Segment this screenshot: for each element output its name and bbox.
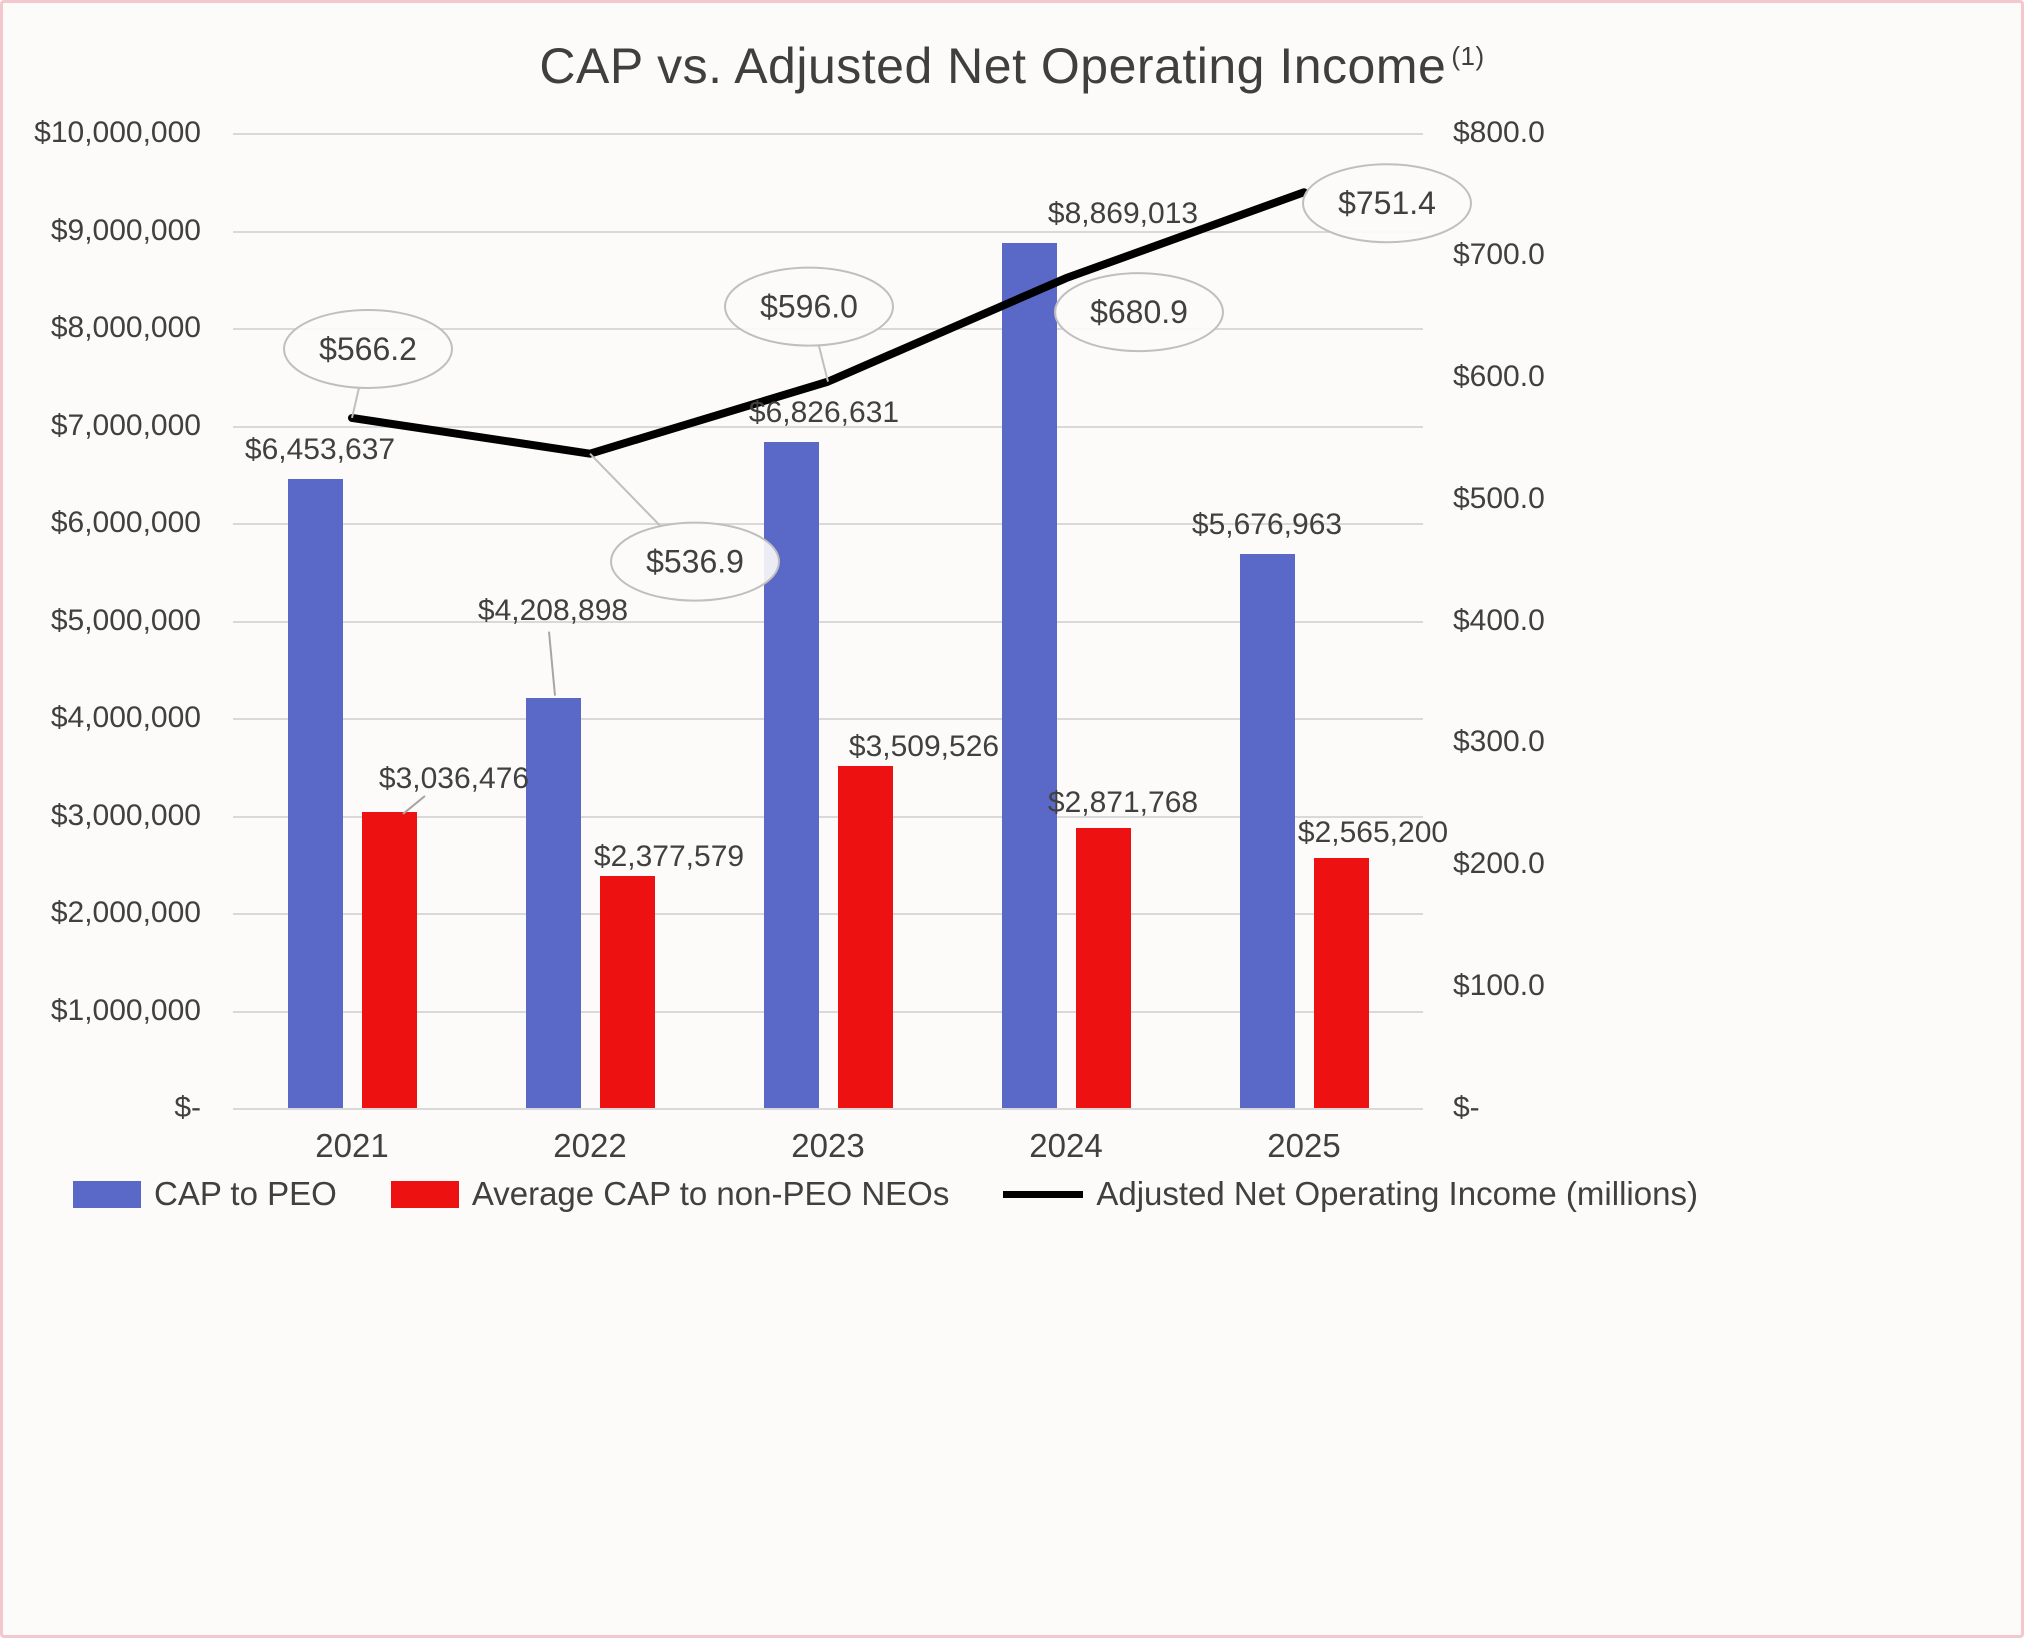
chart-title: CAP vs. Adjusted Net Operating Income (1): [3, 37, 2021, 95]
right-axis-tick-label: $800.0: [1453, 116, 1545, 149]
x-axis-label: 2021: [315, 1127, 389, 1164]
gridline: [233, 913, 1423, 915]
gridline: [233, 1010, 1423, 1013]
bar-cap-to-peo: [525, 697, 581, 1108]
legend: CAP to PEO Average CAP to non-PEO NEOs A…: [73, 1175, 1698, 1213]
bar-value-label: $2,565,200: [1297, 815, 1449, 849]
bar-value-label: $2,871,768: [1047, 786, 1199, 819]
bar-value-label: $6,826,631: [748, 396, 900, 430]
bar-cap-to-peo: [1001, 243, 1057, 1108]
bar-avg-cap-non-peo: [599, 876, 655, 1108]
bar-cap-to-peo: [287, 478, 343, 1108]
bar-cap-to-peo: [1239, 554, 1295, 1108]
bar-value-label: $3,509,526: [848, 729, 1000, 763]
left-axis-tick-label: $8,000,000: [50, 311, 201, 344]
x-axis-label: 2023: [791, 1127, 865, 1164]
right-axis-tick-label: $300.0: [1453, 725, 1545, 759]
bar-value-label: $5,676,963: [1191, 508, 1343, 542]
x-axis-label: 2024: [1029, 1127, 1103, 1164]
chart-title-superscript: (1): [1451, 41, 1485, 72]
left-axis-tick-label: $-: [174, 1091, 201, 1124]
left-axis-tick-label: $1,000,000: [50, 993, 201, 1027]
legend-item-avg-cap-non-peo: Average CAP to non-PEO NEOs: [390, 1175, 950, 1213]
gridline: [233, 815, 1423, 818]
right-axis-tick-label: $700.0: [1453, 237, 1545, 271]
gridline: [233, 620, 1423, 623]
chart-title-text: CAP vs. Adjusted Net Operating Income: [539, 38, 1447, 94]
gridline: [233, 133, 1423, 135]
right-axis-tick-label: $200.0: [1453, 847, 1545, 881]
gridline: [233, 230, 1423, 233]
bar-value-label: $2,377,579: [593, 840, 745, 874]
legend-label-adjusted-noi: Adjusted Net Operating Income (millions): [1096, 1175, 1698, 1212]
right-axis-tick-label: $500.0: [1453, 481, 1545, 515]
left-axis-tick-label: $6,000,000: [50, 506, 201, 539]
bar-avg-cap-non-peo: [1313, 857, 1369, 1108]
left-axis-tick-label: $9,000,000: [50, 213, 201, 247]
right-axis-tick-label: $-: [1453, 1091, 1480, 1124]
legend-item-cap-to-peo: CAP to PEO: [73, 1175, 337, 1213]
right-axis-tick-label: $600.0: [1453, 359, 1545, 393]
gridline: [233, 718, 1423, 720]
left-axis-tick-label: $7,000,000: [50, 408, 201, 442]
x-axis-label: 2022: [553, 1127, 627, 1164]
left-axis-tick-label: $4,000,000: [50, 701, 201, 734]
left-axis-tick-label: $5,000,000: [50, 603, 201, 637]
right-axis-tick-label: $100.0: [1453, 969, 1545, 1003]
legend-swatch-cap-to-peo: [73, 1180, 141, 1208]
left-axis-tick-label: $3,000,000: [50, 798, 201, 832]
legend-line-swatch-adjusted-noi: [1003, 1190, 1084, 1198]
bar-value-label: $8,869,013: [1047, 197, 1199, 231]
left-axis-tick-label: $2,000,000: [50, 896, 201, 929]
bar-cap-to-peo: [763, 442, 819, 1108]
gridline: [233, 1108, 1423, 1110]
left-axis-tick-label: $10,000,000: [34, 116, 201, 149]
right-axis-tick-label: $400.0: [1453, 603, 1545, 637]
legend-item-adjusted-noi: Adjusted Net Operating Income (millions): [1003, 1175, 1698, 1213]
bar-value-label: $6,453,637: [244, 432, 396, 466]
bar-avg-cap-non-peo: [361, 811, 417, 1108]
bar-avg-cap-non-peo: [1075, 828, 1131, 1108]
bar-avg-cap-non-peo: [837, 765, 893, 1108]
bar-value-label: $4,208,898: [477, 593, 629, 627]
bar-value-label: $3,036,476: [378, 761, 530, 795]
legend-label-cap-to-peo: CAP to PEO: [154, 1175, 337, 1212]
x-axis-label: 2025: [1267, 1127, 1341, 1164]
legend-swatch-avg-cap-non-peo: [390, 1180, 459, 1208]
gridline: [233, 523, 1423, 525]
gridline: [233, 328, 1423, 330]
legend-label-avg-cap-non-peo: Average CAP to non-PEO NEOs: [471, 1175, 950, 1212]
